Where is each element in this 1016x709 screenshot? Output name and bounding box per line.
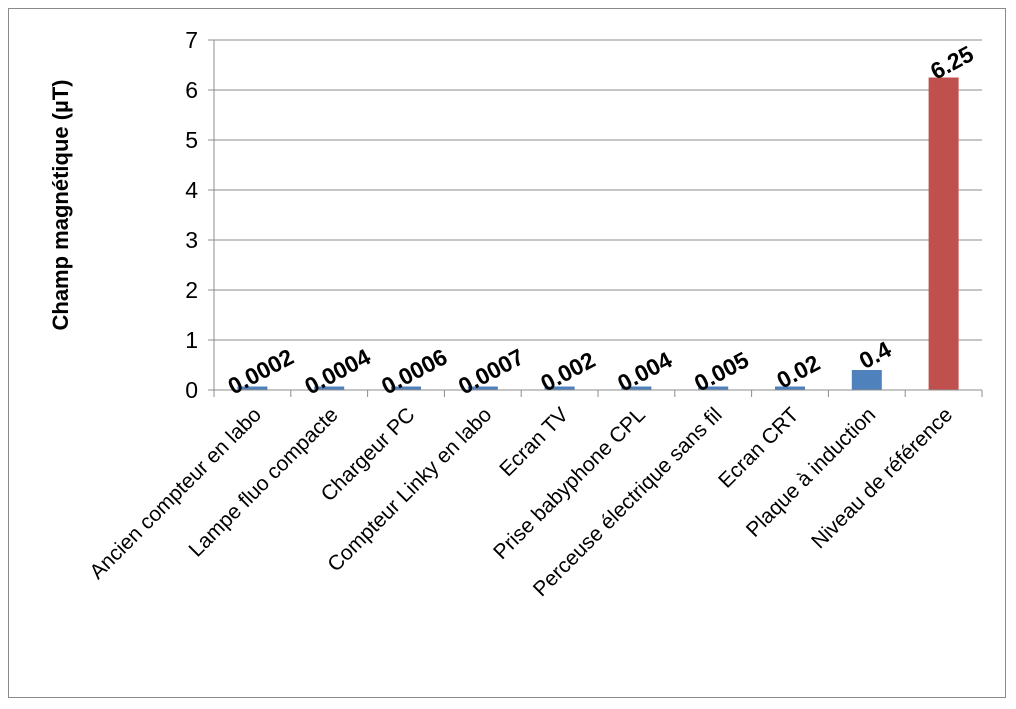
y-tick-label: 4 [185,177,198,203]
data-labels: 0.0002 0.0004 0.0006 0.0007 0.002 0.004 0.005 0… [223,40,977,399]
data-label: 0.0007 [454,343,528,399]
y-tick-label: 7 [185,27,198,53]
data-label: 0.0006 [377,343,451,399]
y-tick-label: 3 [185,227,198,253]
bar [775,386,805,390]
x-category-label: Plaque à induction [742,403,880,541]
data-label: 0.0004 [300,343,375,399]
y-tick-label: 1 [185,327,198,353]
data-label: 0.0002 [223,343,297,399]
bar [314,386,345,390]
bar [851,370,882,390]
y-tick-label: 6 [185,77,198,103]
bar [928,77,959,390]
data-label: 0.4 [855,336,896,374]
bar [698,386,729,390]
bar [621,386,652,390]
bar [467,386,498,390]
gridlines [214,39,982,341]
bar [544,386,575,390]
bar [391,386,421,390]
chart-frame [8,8,1006,698]
x-category-label: Niveau de référence [807,403,957,553]
y-tick-label: 0 [185,377,198,403]
y-tick-label: 2 [185,277,198,303]
bars [237,77,959,390]
y-axis-title: Champ magnétique (µT) [48,79,73,330]
y-tick-label: 5 [185,127,198,153]
x-category-label: Lampe fluo compacte [184,403,342,561]
x-category-label: Prise babyphone CPL [489,403,650,564]
x-category-label: Ecran TV [495,403,573,481]
bar [237,386,268,390]
